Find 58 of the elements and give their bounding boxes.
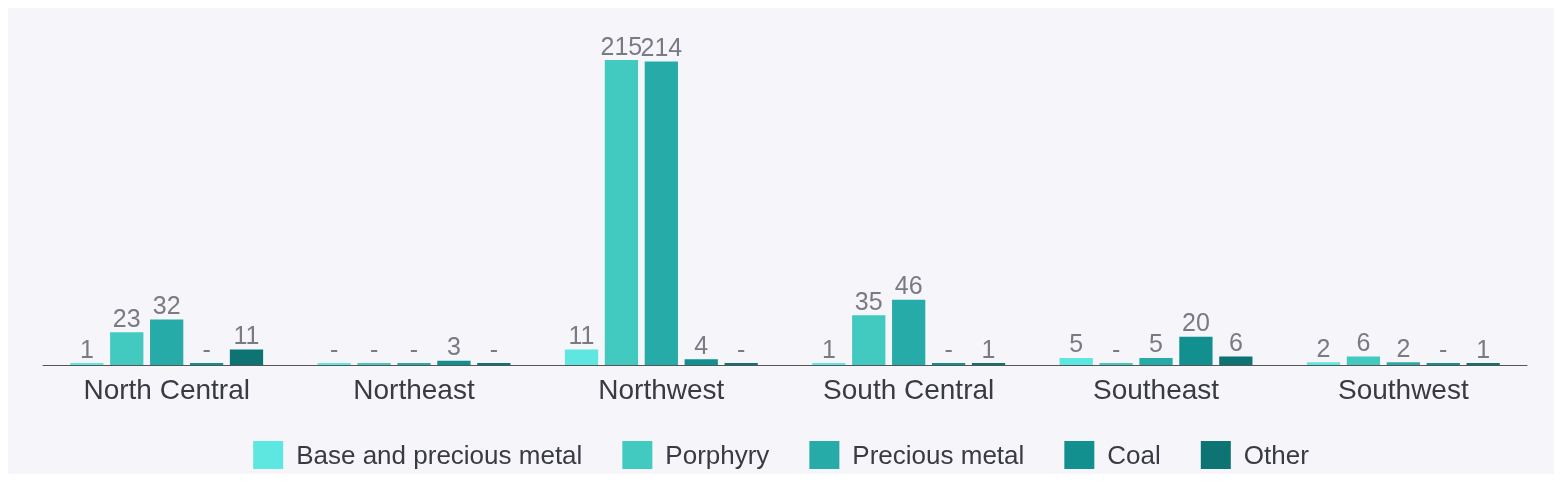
data-label: 3 [446,332,461,361]
bar [604,60,639,365]
data-label: - [369,334,379,363]
legend-label: Other [1243,440,1310,470]
data-label: 23 [112,303,141,332]
bar [1139,357,1173,365]
data-label: - [1111,334,1121,363]
bar [437,360,471,365]
bar [1346,356,1381,365]
data-label: - [944,334,953,363]
data-label: 1 [1476,334,1491,363]
bar [1219,356,1253,365]
bar [684,359,718,365]
bar [1386,362,1420,365]
legend-label: Precious metal [852,440,1025,470]
x-tick-label: Northwest [598,373,725,405]
bar [1306,362,1341,365]
data-label: - [1439,334,1448,363]
bar [564,349,599,365]
data-label: - [489,334,498,363]
x-tick-label: Southeast [1092,373,1220,405]
bar [1179,336,1213,365]
data-label: 2 [1396,333,1411,362]
bar [150,319,184,365]
x-tick-label: Southwest [1337,373,1469,405]
data-label: 35 [854,286,883,315]
bar [892,299,926,365]
bar [229,349,264,365]
data-label: 214 [640,32,683,61]
data-label: - [202,334,211,363]
bar [1059,357,1093,365]
data-label: 11 [568,320,595,349]
data-label: 11 [233,320,260,349]
data-label: 1 [79,334,94,363]
bar [110,332,144,365]
data-label: 32 [152,291,181,320]
x-tick-label: Northeast [353,373,475,405]
data-label: 1 [821,334,836,363]
legend-label: Base and precious metal [296,440,583,470]
data-label: 6 [1228,327,1243,356]
data-label: 215 [600,31,643,60]
legend-label: Porphyry [665,440,770,470]
x-tick-label: South Central [823,373,995,405]
data-label: 2 [1316,333,1331,362]
data-label: - [330,334,339,363]
data-label: 1 [981,334,996,363]
data-label: - [737,334,746,363]
data-label: 5 [1069,329,1084,358]
bar [852,315,886,365]
data-label: 20 [1182,308,1210,337]
data-label: - [409,334,419,363]
data-label: 6 [1356,327,1371,356]
bar [644,61,678,365]
data-label: 46 [894,271,923,300]
legend-label: Coal [1107,440,1161,470]
data-label: 5 [1149,329,1163,358]
x-tick-label: North Central [83,373,250,405]
data-label: 4 [694,330,709,359]
